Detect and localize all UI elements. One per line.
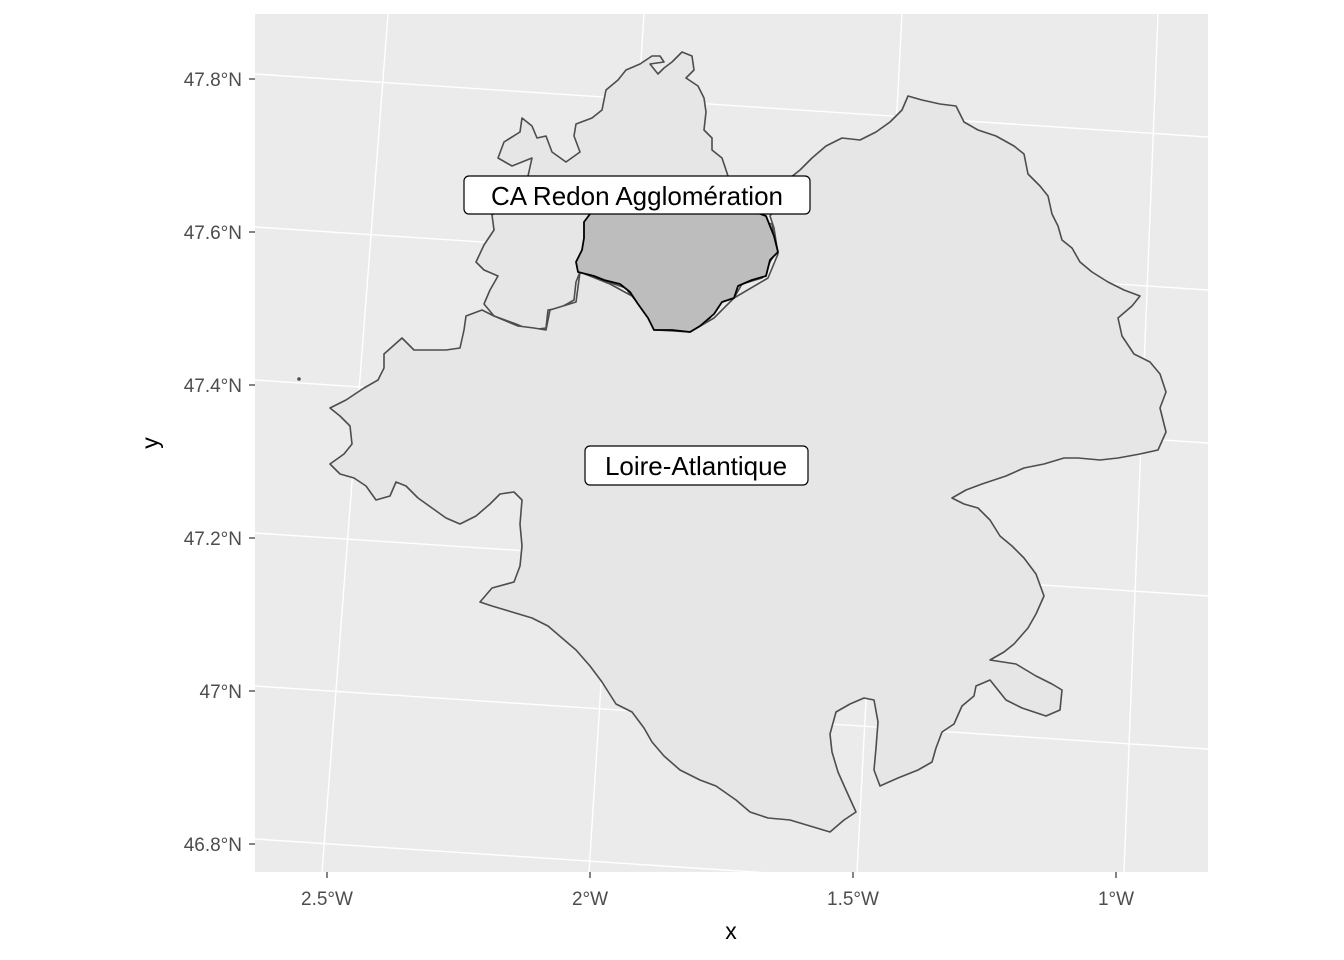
label-loire-atlantique-box <box>584 445 809 486</box>
y-tick-label: 47.2°N <box>184 529 242 550</box>
x-axis: 2.5°W 2°W 1.5°W 1°W x <box>301 872 1134 944</box>
label-loire-atlantique-text: Loire-Atlantique <box>605 451 787 481</box>
grid-line-lat-46.8 <box>254 838 1209 903</box>
label-redon-text: CA Redon Agglomération <box>491 181 783 211</box>
coastal-islet <box>297 377 301 381</box>
label-redon-box <box>463 175 811 215</box>
y-tick-label: 46.8°N <box>184 835 242 856</box>
label-redon: CA Redon Agglomération <box>463 175 811 215</box>
x-axis-title: x <box>725 918 737 944</box>
y-tick-label: 47.8°N <box>184 70 242 91</box>
y-axis: 47.8°N 47.6°N 47.4°N 47.2°N 47°N 46.8°N … <box>137 70 255 856</box>
y-tick-label: 47°N <box>200 682 242 703</box>
y-tick-label: 47.6°N <box>184 223 242 244</box>
grid-line-lat-47.8 <box>254 73 1209 138</box>
x-tick-label: 2°W <box>572 889 608 910</box>
x-tick-label: 1.5°W <box>827 889 879 910</box>
x-tick-label: 1°W <box>1098 889 1134 910</box>
y-axis-title: y <box>137 437 163 449</box>
x-tick-label: 2.5°W <box>301 889 353 910</box>
y-tick-label: 47.4°N <box>184 376 242 397</box>
label-loire-atlantique: Loire-Atlantique <box>584 445 809 486</box>
